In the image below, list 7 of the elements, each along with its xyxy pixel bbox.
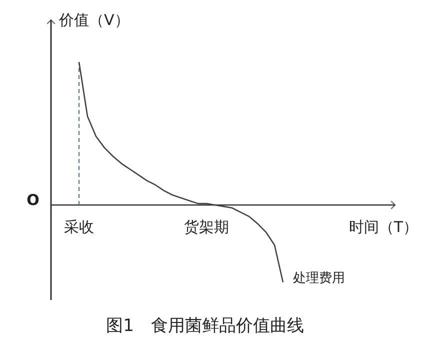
x-axis-title: 时间（T） xyxy=(348,218,418,236)
x-tick-label: 采收 xyxy=(64,218,94,236)
text: 处理费用 xyxy=(293,271,345,286)
text: 图1 食用菌鲜品价值曲线 xyxy=(106,316,304,336)
y-axis-title: 价值（V） xyxy=(58,11,130,29)
text: O xyxy=(26,191,40,209)
x-tick-label: 货架期 xyxy=(184,218,229,236)
